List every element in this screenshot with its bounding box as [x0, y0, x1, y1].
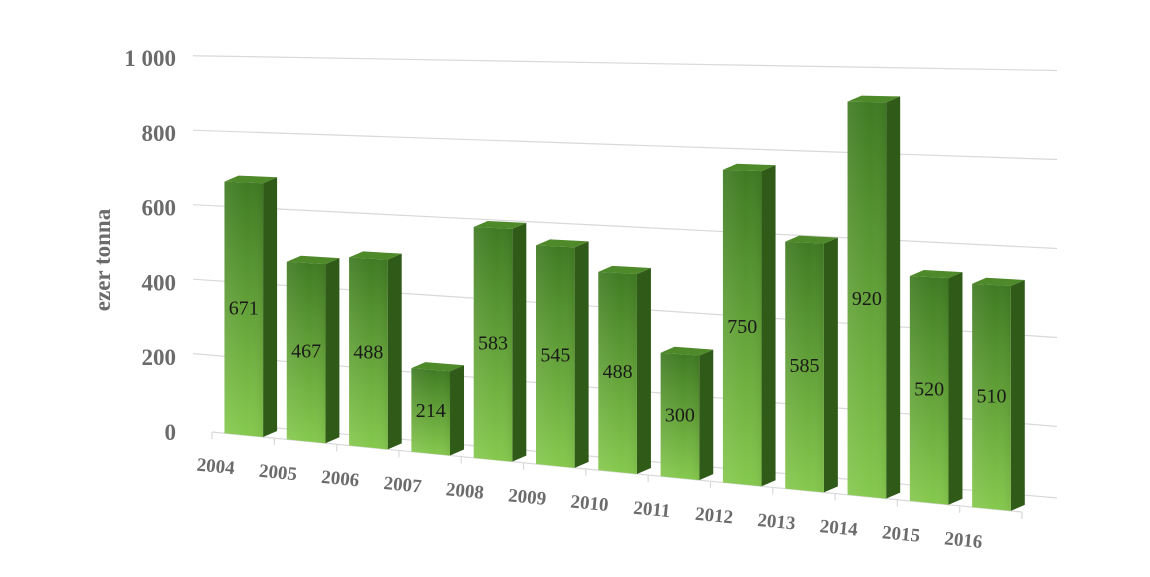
x-tick-label: 2008: [445, 479, 485, 504]
bar-top: [785, 235, 838, 244]
bar-front-shade: [286, 261, 326, 444]
bar-front-shade: [972, 283, 1011, 511]
data-label: 300: [665, 405, 695, 427]
y-tick-label: 0: [165, 420, 177, 445]
x-tick-label: 2009: [507, 485, 547, 510]
gridline: [192, 55, 1058, 72]
bar-side: [512, 222, 527, 462]
bar-2013: [785, 235, 838, 493]
bars: [224, 95, 1025, 511]
bar-2004: [224, 175, 278, 438]
gridline: [192, 129, 1058, 161]
bar-top: [722, 163, 776, 172]
x-tick-label: 2014: [819, 516, 859, 541]
y-tick-label: 1 000: [124, 46, 176, 71]
data-label: 488: [353, 341, 383, 363]
bar-side: [387, 253, 402, 450]
bar-side: [636, 268, 651, 474]
bar-2014: [847, 95, 901, 499]
bar-side: [699, 349, 714, 481]
data-label: 545: [540, 345, 570, 367]
bar-2009: [536, 239, 589, 468]
x-tick-label: 2015: [881, 522, 921, 547]
data-label: 510: [976, 385, 1006, 407]
bar-top: [598, 265, 651, 275]
data-label: 520: [914, 378, 944, 400]
bar-side: [948, 272, 963, 505]
y-tick-label: 200: [142, 345, 177, 370]
x-tick-label: 2005: [258, 461, 298, 486]
bar-2016: [972, 277, 1025, 511]
data-label: 583: [478, 332, 508, 354]
gridline: [192, 204, 1058, 250]
data-label: 467: [291, 341, 321, 363]
bar-top: [660, 346, 714, 356]
bar-top: [411, 362, 465, 372]
bar-side: [450, 365, 465, 456]
x-tick-label: 2013: [756, 510, 796, 535]
bar-2015: [909, 269, 963, 505]
x-tick-label: 2004: [196, 455, 236, 480]
y-axis-label: ezer tonna: [90, 208, 115, 311]
bar-front-shade: [349, 257, 388, 450]
bar-2010: [598, 265, 651, 474]
bar-side: [574, 241, 589, 468]
bar-front-shade: [536, 245, 575, 468]
data-label: 214: [416, 400, 446, 422]
bar-2005: [286, 255, 340, 444]
data-label: 488: [603, 361, 633, 383]
bar-2006: [349, 251, 402, 450]
y-tick-label: 600: [142, 196, 177, 221]
bar-front-shade: [660, 352, 700, 481]
bar-side: [761, 165, 776, 487]
bar-top: [473, 220, 527, 229]
labels: 0 200 400 600 800 1 000 671 2004 467 2005 488 2006 2…: [124, 46, 1006, 553]
x-tick-label: 2011: [632, 498, 671, 523]
bar-side: [263, 177, 278, 438]
bar-front-shade: [473, 226, 513, 462]
bar-front-shade: [722, 169, 762, 487]
data-label: 585: [790, 355, 820, 377]
bar-top: [286, 255, 340, 265]
bar-front-shade: [598, 271, 637, 474]
bar-top: [349, 251, 402, 260]
bar-front-shade: [785, 241, 824, 493]
bar-side: [823, 237, 838, 493]
bar-front-shade: [411, 368, 451, 456]
bar-2007: [411, 362, 465, 456]
y-tick-label: 400: [142, 270, 177, 295]
bar-top: [224, 175, 278, 184]
x-tick-label: 2006: [320, 467, 360, 492]
bar-front-shade: [909, 275, 949, 505]
bar-front-shade: [847, 101, 887, 499]
bar-side: [886, 96, 901, 499]
x-tick-label: 2012: [694, 504, 734, 529]
bar-top: [909, 269, 963, 279]
bar-side: [1010, 279, 1025, 511]
bar-top: [972, 277, 1025, 286]
bar-2008: [473, 220, 527, 462]
bar-2011: [660, 346, 714, 481]
bar-front-shade: [224, 181, 264, 438]
x-tick-label: 2016: [943, 528, 983, 553]
bar-top: [847, 95, 901, 103]
bar-side: [325, 258, 340, 444]
x-tick-label: 2007: [383, 473, 423, 498]
data-label: 920: [852, 288, 882, 310]
x-tick-label: 2010: [570, 491, 610, 516]
bar-top: [536, 239, 589, 248]
bar-2012: [722, 163, 776, 487]
data-label: 671: [229, 297, 259, 319]
data-label: 750: [727, 316, 757, 338]
y-tick-label: 800: [142, 121, 177, 146]
